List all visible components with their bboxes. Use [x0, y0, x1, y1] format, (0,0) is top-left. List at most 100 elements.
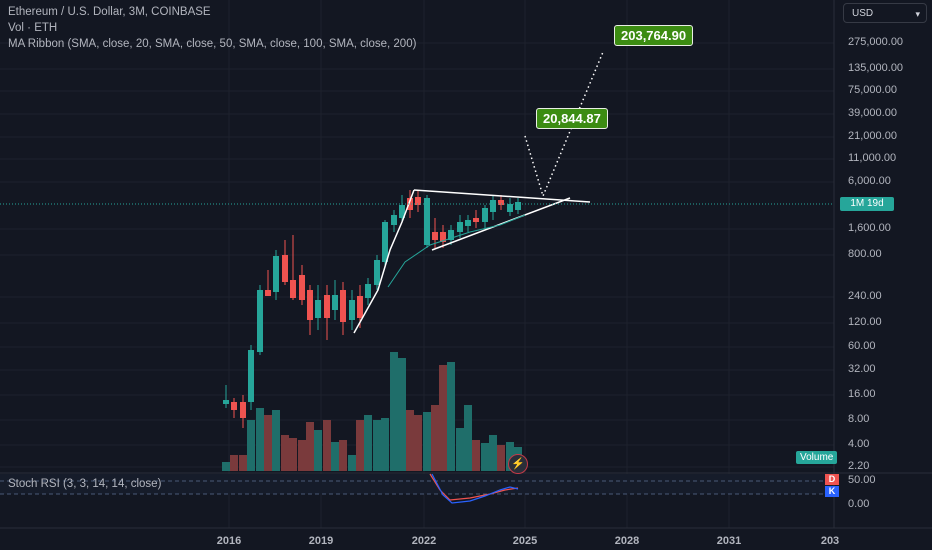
candle-body	[307, 290, 313, 320]
price-axis-label: 4.00	[848, 438, 870, 450]
volume-bar	[222, 462, 230, 471]
price-axis-label: 75,000.00	[848, 84, 897, 96]
volume-bar	[497, 445, 505, 471]
volume-bar	[314, 430, 322, 471]
volume-bar	[481, 443, 489, 471]
candle-body	[240, 402, 246, 418]
price-axis-label: 39,000.00	[848, 107, 897, 119]
candle-body	[457, 222, 463, 232]
candle-body	[482, 208, 488, 222]
time-axis-label: 2019	[308, 535, 334, 547]
time-axis-label: 2016	[216, 535, 242, 547]
volume-bar	[373, 420, 381, 471]
candle-body	[424, 198, 430, 245]
volume-bar	[256, 408, 264, 471]
price-axis-label: 60.00	[848, 340, 876, 352]
candle-body	[340, 290, 346, 322]
candle-body	[349, 300, 355, 320]
stoch-rsi-legend[interactable]: Stoch RSI (3, 3, 14, 14, close)	[8, 478, 162, 490]
volume-bar	[348, 455, 356, 471]
volume-bar	[364, 415, 372, 471]
price-axis-label: 240.00	[848, 290, 882, 302]
volume-bars	[222, 352, 522, 471]
candle-body	[465, 220, 471, 226]
volume-bar	[289, 438, 297, 471]
volume-bar	[447, 362, 455, 471]
candle-body	[315, 300, 321, 318]
price-axis-label: 6,000.00	[848, 175, 891, 187]
candle-body	[498, 200, 504, 205]
stoch-axis-0: 0.00	[848, 498, 870, 510]
candle-body	[265, 290, 271, 296]
volume-bar	[323, 420, 331, 471]
candle-body	[324, 295, 330, 318]
triangle-bottom-line	[431, 197, 571, 251]
candle-body	[399, 205, 405, 218]
price-axis-label: 135,000.00	[848, 62, 904, 74]
candle-body	[374, 260, 380, 285]
axes-lines	[0, 0, 932, 529]
trend-line-left	[353, 189, 415, 334]
volume-bar	[439, 365, 447, 471]
volume-bar	[406, 410, 414, 471]
candle-body	[415, 197, 421, 205]
candle-body	[357, 296, 363, 318]
candle-body	[507, 204, 513, 212]
volume-bar	[464, 405, 472, 471]
candle-body	[223, 400, 229, 404]
candle-body	[515, 202, 521, 210]
price-axis-label: 32.00	[848, 363, 876, 375]
price-axis-label: 8.00	[848, 413, 870, 425]
triangle-top-line	[413, 189, 591, 203]
candle-body	[332, 295, 338, 310]
stoch-k-line	[431, 473, 519, 504]
volume-axis-tag: Volume	[796, 451, 838, 464]
candle-body	[365, 284, 371, 298]
ma-ribbon-legend[interactable]: MA Ribbon (SMA, close, 20, SMA, close, 5…	[8, 38, 417, 50]
volume-bar	[339, 440, 347, 471]
candle-body	[231, 402, 237, 410]
price-axis-label: 120.00	[848, 316, 882, 328]
volume-legend[interactable]: Vol · ETH	[8, 22, 58, 34]
time-axis-label: 203	[820, 535, 840, 547]
candle-body	[440, 232, 446, 242]
grid-lines	[0, 0, 834, 528]
price-candles	[223, 190, 521, 428]
symbol-title[interactable]: Ethereum / U.S. Dollar, 3M, COINBASE	[8, 6, 211, 18]
volume-bar	[264, 415, 272, 471]
stoch-rsi-pane	[0, 473, 834, 504]
candle-body	[473, 218, 479, 222]
volume-bar	[356, 420, 364, 471]
price-axis-label: 16.00	[848, 388, 876, 400]
chevron-down-icon: ▾	[915, 9, 920, 19]
volume-bar	[456, 428, 464, 471]
ma-ribbon-line	[387, 214, 526, 288]
currency-label: USD	[852, 8, 874, 19]
volume-bar	[398, 358, 406, 471]
volume-bar	[239, 455, 247, 471]
candle-body	[273, 256, 279, 292]
k-line-tag: K	[825, 486, 839, 497]
volume-bar	[381, 418, 389, 471]
candle-body	[407, 198, 413, 210]
volume-bar	[281, 435, 289, 471]
lightning-icon[interactable]: ⚡	[508, 454, 528, 474]
price-axis-label: 1,600.00	[848, 222, 891, 234]
target-price-box-1[interactable]: 20,844.87	[536, 108, 608, 129]
candle-body	[490, 200, 496, 212]
price-axis-label: 800.00	[848, 248, 882, 260]
target-price-box-2[interactable]: 203,764.90	[614, 25, 694, 46]
time-axis-label: 2022	[411, 535, 437, 547]
candle-body	[391, 215, 397, 225]
stoch-axis-50: 50.00	[848, 474, 876, 486]
candle-body	[432, 232, 438, 240]
price-axis-label: 275,000.00	[848, 36, 904, 48]
candle-countdown-badge: 1M 19d	[840, 197, 894, 211]
volume-bar	[431, 405, 439, 471]
volume-bar	[331, 442, 339, 471]
currency-button[interactable]: USD ▾	[843, 3, 927, 23]
volume-bar	[489, 435, 497, 471]
chart-legend: Ethereum / U.S. Dollar, 3M, COINBASE Vol…	[8, 4, 416, 52]
candle-body	[448, 230, 454, 240]
